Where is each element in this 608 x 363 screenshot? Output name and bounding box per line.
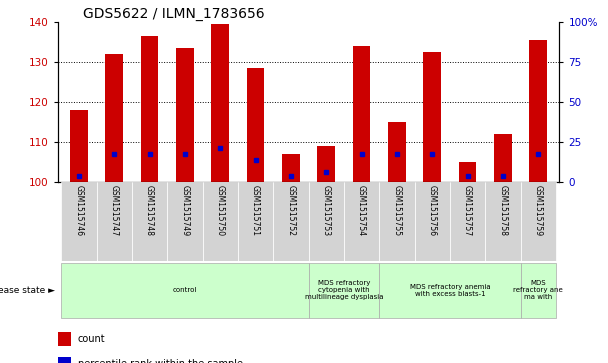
Bar — [97, 182, 132, 261]
Text: GDS5622 / ILMN_1783656: GDS5622 / ILMN_1783656 — [83, 7, 264, 21]
Bar — [282, 154, 300, 182]
Bar — [308, 262, 379, 318]
Bar — [61, 182, 97, 261]
Text: GSM1515747: GSM1515747 — [110, 185, 119, 237]
Bar — [176, 48, 194, 182]
Bar — [353, 46, 370, 182]
Text: disease state ►: disease state ► — [0, 286, 55, 295]
Bar — [141, 36, 159, 182]
Bar — [247, 68, 264, 182]
Text: GSM1515749: GSM1515749 — [181, 185, 190, 237]
Bar — [61, 262, 308, 318]
Bar — [238, 182, 273, 261]
Text: MDS refractory anemia
with excess blasts-1: MDS refractory anemia with excess blasts… — [410, 284, 490, 297]
Bar — [317, 146, 335, 182]
Text: GSM1515757: GSM1515757 — [463, 185, 472, 237]
Bar — [212, 24, 229, 182]
Text: GSM1515751: GSM1515751 — [251, 185, 260, 236]
Text: GSM1515754: GSM1515754 — [357, 185, 366, 237]
Text: GSM1515753: GSM1515753 — [322, 185, 331, 237]
Text: GSM1515756: GSM1515756 — [427, 185, 437, 237]
Text: count: count — [77, 334, 105, 344]
Bar — [423, 52, 441, 182]
Bar — [58, 357, 72, 363]
Text: GSM1515746: GSM1515746 — [74, 185, 83, 237]
Bar — [520, 262, 556, 318]
Text: GSM1515752: GSM1515752 — [286, 185, 295, 236]
Text: MDS
refractory ane
ma with: MDS refractory ane ma with — [513, 280, 563, 301]
Bar — [530, 40, 547, 182]
Bar — [308, 182, 344, 261]
Text: control: control — [173, 287, 197, 293]
Bar — [494, 134, 512, 182]
Bar — [167, 182, 202, 261]
Bar — [485, 182, 520, 261]
Text: GSM1515748: GSM1515748 — [145, 185, 154, 236]
Bar — [388, 122, 406, 182]
Text: GSM1515755: GSM1515755 — [392, 185, 401, 237]
Bar — [458, 162, 476, 182]
Text: GSM1515758: GSM1515758 — [499, 185, 507, 236]
Bar — [379, 262, 520, 318]
Bar — [450, 182, 485, 261]
Bar — [415, 182, 450, 261]
Bar — [70, 110, 88, 182]
Bar — [58, 332, 72, 346]
Bar — [520, 182, 556, 261]
Text: GSM1515759: GSM1515759 — [534, 185, 543, 237]
Bar — [105, 54, 123, 182]
Text: MDS refractory
cytopenia with
multilineage dysplasia: MDS refractory cytopenia with multilinea… — [305, 280, 383, 301]
Bar — [132, 182, 167, 261]
Text: percentile rank within the sample: percentile rank within the sample — [77, 359, 243, 363]
Bar — [202, 182, 238, 261]
Text: GSM1515750: GSM1515750 — [216, 185, 225, 237]
Bar — [344, 182, 379, 261]
Bar — [379, 182, 415, 261]
Bar — [273, 182, 309, 261]
